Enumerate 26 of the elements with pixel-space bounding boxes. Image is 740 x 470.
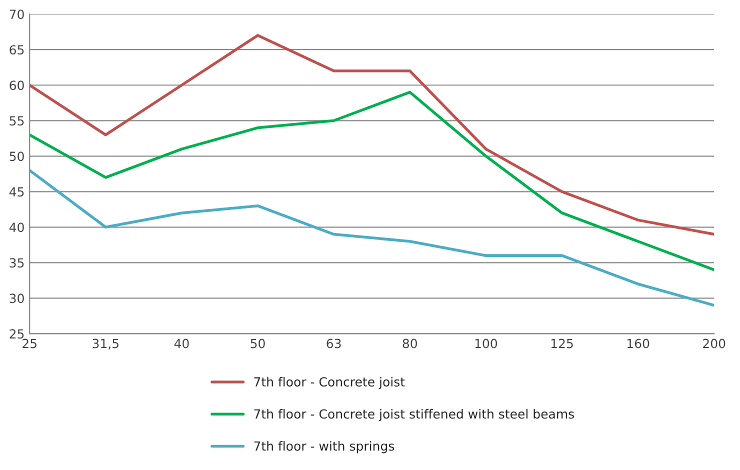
line-series xyxy=(30,34,714,236)
legend-label: 7th floor - Concrete joist xyxy=(254,376,405,390)
x-tick-label: 25 xyxy=(22,338,36,348)
y-tick-label: 25 xyxy=(10,329,24,339)
legend-label: 7th floor - with springs xyxy=(254,441,394,454)
x-tick-label: 125 xyxy=(551,338,573,348)
y-tick-label: 55 xyxy=(10,116,24,126)
y-tick-label: 35 xyxy=(10,258,24,268)
x-tick-label: 31,5 xyxy=(92,338,118,350)
y-tick-label: 70 xyxy=(10,10,24,20)
x-tick-label: 100 xyxy=(475,338,498,348)
y-tick-label: 60 xyxy=(10,80,24,90)
line-series xyxy=(30,168,714,307)
line-series xyxy=(30,90,714,272)
y-tick-label: 30 xyxy=(10,294,24,304)
y-tick-label: 40 xyxy=(9,222,24,232)
x-tick-label: 40 xyxy=(174,338,189,348)
legend-label: 7th floor - Concrete joist stiffened with steel beams xyxy=(254,409,574,422)
x-tick-label: 80 xyxy=(402,338,417,348)
x-tick-label: 160 xyxy=(627,338,650,348)
y-tick-label: 65 xyxy=(10,45,24,55)
x-tick-label: 63 xyxy=(326,338,341,348)
y-tick-label: 45 xyxy=(9,187,24,197)
y-tick-label: 50 xyxy=(10,152,24,162)
x-tick-label: 200 xyxy=(703,338,726,348)
x-tick-label: 50 xyxy=(250,338,265,348)
